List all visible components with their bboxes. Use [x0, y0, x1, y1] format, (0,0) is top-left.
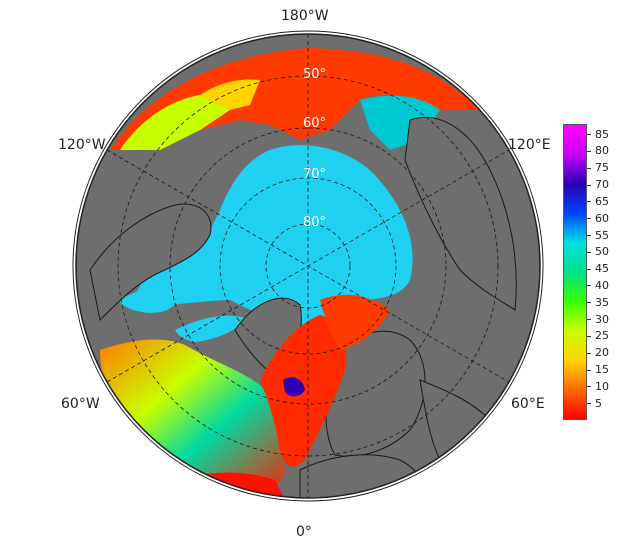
pacific-sst-band-mid [200, 79, 260, 110]
colorbar-tick-label: 30 [595, 312, 609, 326]
colorbar-tick-label: 85 [595, 127, 609, 141]
colorbar-tick-label: 35 [595, 295, 609, 309]
lon-label-bottom: 0° [296, 524, 312, 540]
lon-label-top: 180°W [281, 8, 329, 24]
colorbar [563, 124, 587, 420]
colorbar-tick-mark [587, 201, 591, 203]
hudson-bay-ice [118, 283, 180, 313]
lon-label-lower-right: 60°E [511, 396, 545, 412]
colorbar-tick-label: 80 [595, 144, 609, 158]
colorbar-tick-mark [587, 302, 591, 304]
lat-label-80: 80° [303, 215, 326, 230]
colorbar-tick-label: 75 [595, 161, 609, 175]
lat-label-60: 60° [303, 116, 326, 131]
colorbar-tick-label: 20 [595, 346, 609, 360]
colorbar-tick-label: 70 [595, 178, 609, 192]
colorbar-tick-mark [587, 352, 591, 354]
colorbar-tick-label: 5 [595, 396, 602, 410]
colorbar-tick-mark [587, 251, 591, 253]
pacific-sst-band-cool [120, 95, 230, 150]
north-atlantic-sst [100, 339, 285, 498]
baffin-ice [175, 315, 245, 342]
colorbar-tick-mark [587, 335, 591, 337]
lon-label-lower-left: 60°W [61, 396, 100, 412]
colorbar-tick-label: 25 [595, 329, 609, 343]
colorbar-tick-mark [587, 150, 591, 152]
arctic-sea-ice [137, 145, 413, 330]
colorbar-tick-mark [587, 167, 591, 169]
map-frame [75, 33, 541, 499]
colorbar-tick-label: 10 [595, 379, 609, 393]
colorbar-tick-mark [587, 369, 591, 371]
colorbar-tick-mark [587, 285, 591, 287]
colorbar-tick-mark [587, 184, 591, 186]
colorbar-tick-label: 50 [595, 245, 609, 259]
colorbar-tick-mark [587, 403, 591, 405]
map-frame-outer [72, 30, 544, 502]
colorbar-tick-label: 60 [595, 211, 609, 225]
lon-label-upper-left: 120°W [58, 137, 106, 153]
colorbar-tick-label: 40 [595, 278, 609, 292]
barents-sst [320, 294, 390, 350]
lat-label-50: 50° [303, 67, 326, 82]
lon-label-upper-right: 120°E [508, 137, 551, 153]
colorbar-tick-label: 45 [595, 262, 609, 276]
norwegian-deep-blue [283, 377, 305, 397]
colorbar-tick-label: 65 [595, 194, 609, 208]
colorbar-tick-label: 15 [595, 363, 609, 377]
graticule [106, 34, 510, 498]
colorbar-tick-label: 55 [595, 228, 609, 242]
colorbar-tick-mark [587, 218, 591, 220]
colorbar-tick-mark [587, 268, 591, 270]
colorbar-tick-mark [587, 386, 591, 388]
colorbar-tick-mark [587, 319, 591, 321]
lat-label-70: 70° [303, 167, 326, 182]
colorbar-tick-mark [587, 235, 591, 236]
colorbar-tick-mark [587, 134, 591, 136]
